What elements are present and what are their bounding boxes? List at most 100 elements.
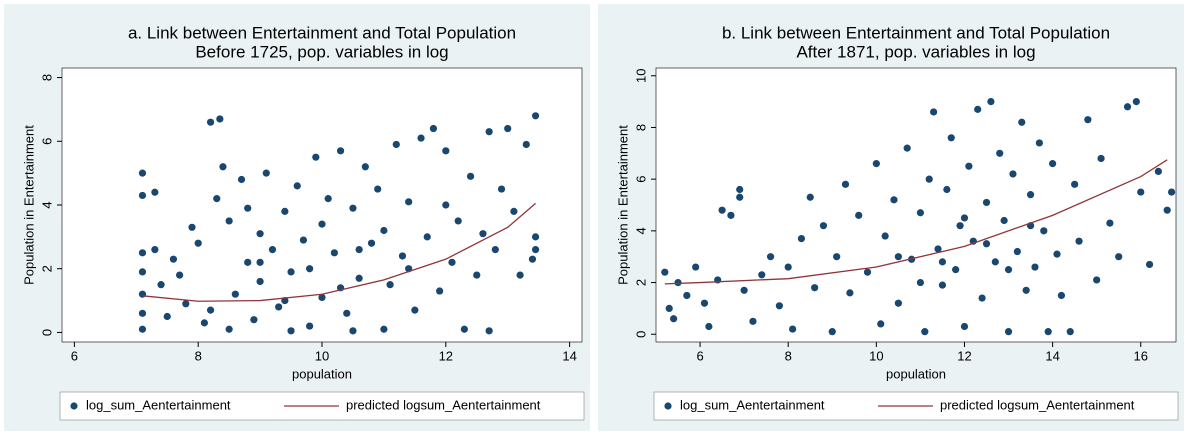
scatter-point	[661, 268, 669, 276]
scatter-point	[1053, 250, 1061, 258]
scatter-point	[293, 182, 301, 190]
scatter-point	[1123, 103, 1132, 111]
y-tick-label: 0	[633, 331, 648, 338]
scatter-point	[996, 149, 1004, 157]
scatter-point	[318, 293, 326, 301]
scatter-point	[491, 246, 499, 254]
scatter-point	[894, 299, 902, 307]
scatter-point	[138, 268, 147, 276]
scatter-point	[306, 322, 314, 330]
scatter-point	[982, 240, 991, 248]
scatter-point	[504, 124, 512, 133]
scatter-point	[1154, 167, 1162, 175]
scatter-point	[392, 140, 400, 149]
scatter-point	[797, 235, 806, 243]
scatter-point	[736, 193, 744, 201]
scatter-point	[485, 128, 493, 136]
scatter-point	[1066, 328, 1074, 336]
scatter-point	[151, 246, 159, 254]
scatter-point	[921, 328, 929, 336]
y-tick-label: 8	[39, 74, 54, 81]
scatter-point	[516, 271, 524, 279]
scatter-point	[1075, 237, 1083, 245]
y-tick-label: 4	[39, 201, 54, 208]
scatter-point	[485, 327, 493, 335]
x-tick-label: 8	[785, 348, 792, 363]
scatter-point	[819, 222, 828, 230]
scatter-point	[841, 180, 850, 188]
scatter-point	[903, 144, 911, 152]
scatter-point	[479, 230, 487, 238]
scatter-point	[1132, 98, 1140, 106]
scatter-point	[828, 328, 836, 336]
scatter-point	[386, 281, 394, 289]
scatter-point	[890, 196, 898, 204]
scatter-point	[299, 236, 308, 244]
scatter-point	[1167, 188, 1176, 196]
scatter-point	[138, 191, 147, 200]
scatter-point	[894, 253, 902, 261]
scatter-point	[244, 204, 252, 212]
scatter-point	[775, 302, 783, 310]
scatter-point	[811, 284, 819, 292]
scatter-point	[692, 263, 700, 271]
scatter-point	[454, 217, 462, 225]
scatter-point	[846, 289, 854, 297]
scatter-point	[1115, 253, 1123, 261]
fit-line	[142, 202, 536, 302]
scatter-point	[1163, 206, 1171, 214]
scatter-point	[740, 286, 748, 294]
scatter-point	[466, 172, 475, 180]
scatter-point	[176, 271, 184, 279]
chart-title: b. Link between Entertainment and Total …	[722, 23, 1110, 42]
legend-marker	[70, 402, 78, 410]
scatter-point	[1004, 328, 1013, 336]
scatter-point	[380, 226, 388, 235]
scatter-point	[670, 315, 678, 323]
scatter-point	[398, 252, 407, 260]
scatter-point	[275, 303, 283, 311]
scatter-point	[531, 112, 540, 120]
scatter-point	[965, 162, 973, 170]
scatter-point	[417, 134, 425, 142]
scatter-point	[872, 160, 880, 168]
scatter-point	[442, 201, 450, 209]
scatter-point	[216, 115, 224, 123]
scatter-point	[361, 163, 369, 171]
x-tick-label: 6	[71, 348, 78, 363]
scatter-point	[1097, 154, 1105, 163]
legend-label: log_sum_Aentertainment	[680, 397, 825, 412]
scatter-point	[1137, 188, 1145, 196]
x-axis-label: population	[886, 366, 946, 381]
scatter-point	[1018, 118, 1026, 126]
scatter-point	[522, 140, 530, 149]
scatter-point	[206, 306, 215, 314]
scatter-point	[448, 258, 456, 266]
scatter-point	[374, 185, 382, 193]
scatter-point	[473, 271, 481, 279]
scatter-point	[960, 322, 969, 331]
x-tick-label: 6	[696, 348, 703, 363]
x-tick-label: 8	[195, 348, 202, 363]
scatter-point	[938, 281, 947, 289]
scatter-point	[758, 271, 766, 279]
scatter-point	[250, 316, 258, 324]
scatter-point	[497, 185, 506, 193]
scatter-point	[700, 299, 709, 307]
legend-label: predicted logsum_Aentertainment	[940, 397, 1135, 412]
scatter-point	[380, 325, 388, 333]
scatter-point	[219, 163, 227, 171]
y-tick-label: 2	[633, 279, 648, 286]
scatter-point	[916, 209, 925, 217]
scatter-point	[1084, 116, 1092, 124]
x-tick-label: 10	[869, 348, 883, 363]
scatter-point	[1035, 139, 1043, 147]
scatter-point	[982, 198, 991, 207]
chart-subtitle: After 1871, pop. variables in log	[796, 42, 1035, 61]
scatter-point	[256, 230, 264, 238]
scatter-point	[991, 258, 999, 266]
scatter-point	[1000, 216, 1008, 225]
scatter-point	[244, 258, 252, 266]
scatter-point	[256, 277, 264, 286]
